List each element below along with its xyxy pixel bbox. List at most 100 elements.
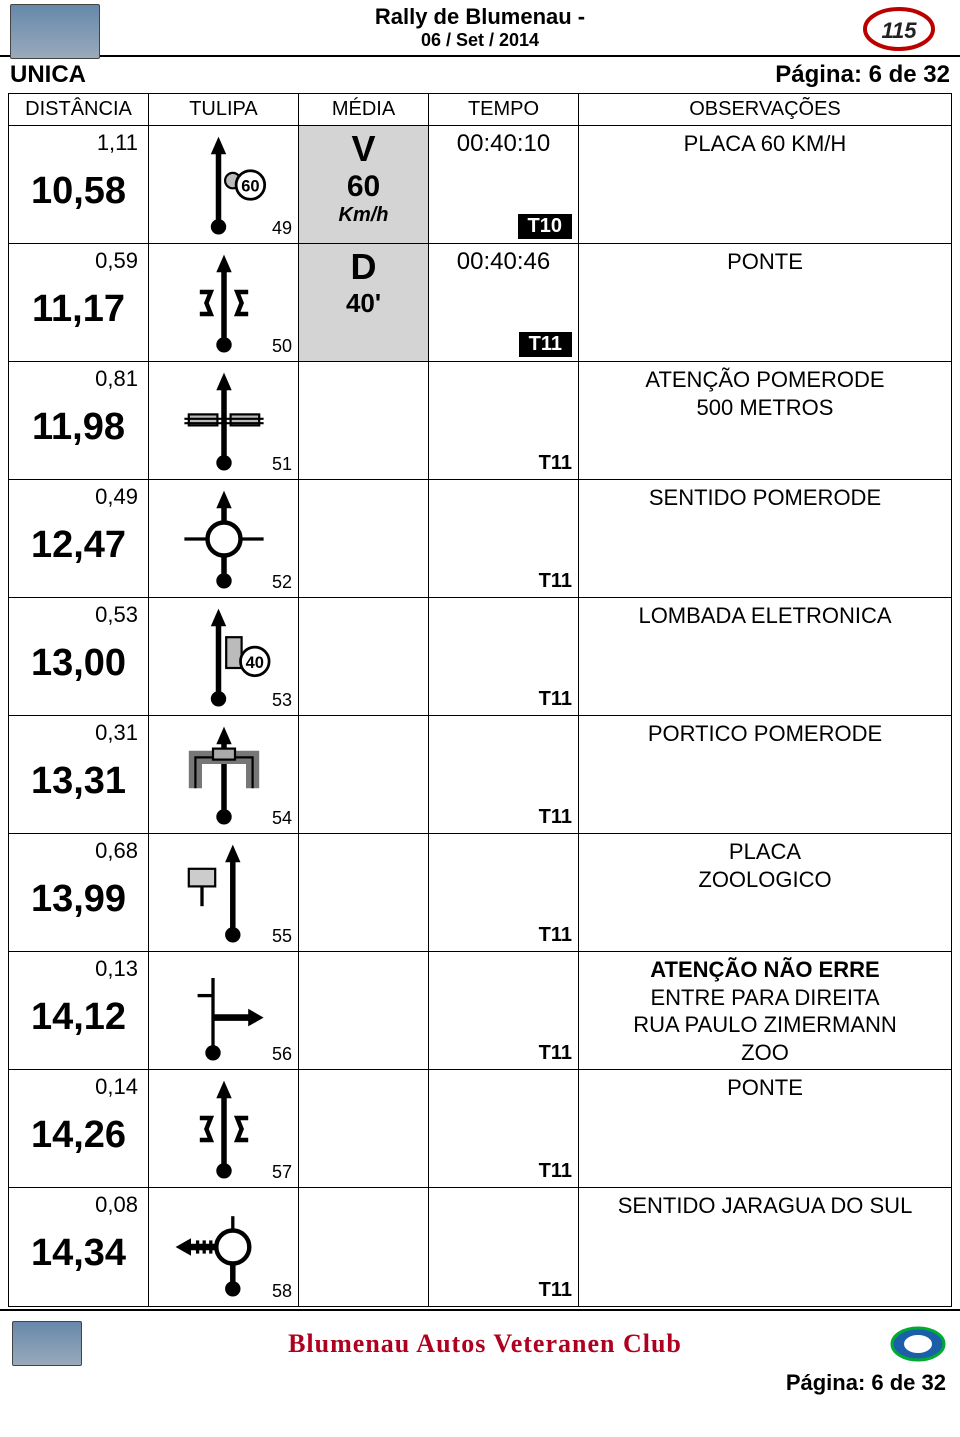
tempo-tag: T11 [539,1279,572,1302]
media-cell [299,1070,429,1187]
tulipa-cell: 60 49 [149,126,299,243]
tulipa-number: 56 [272,1044,292,1065]
dist-total: 12,47 [9,510,148,567]
tulipa-cell: 56 [149,952,299,1069]
page-indicator-top: Página: 6 de 32 [775,61,950,89]
obs-cell: LOMBADA ELETRONICA [579,598,951,715]
media-unit: Km/h [299,204,428,231]
tempo-cell: T11 [429,480,579,597]
table-row: 0,31 13,31 54 T11 PORTICO POMERODE [9,716,951,834]
obs-cell: PONTE [579,244,951,361]
tempo-tag: T11 [539,1042,572,1065]
rule-bottom [0,1309,960,1311]
tulipa-number: 54 [272,808,292,829]
table-row: 0,49 12,47 52T11SENTIDO POMERODE [9,480,951,598]
media-cell [299,952,429,1069]
svg-text:40: 40 [245,654,263,672]
dist-cell: 0,59 11,17 [9,244,149,361]
category-label: UNICA [10,61,86,89]
dist-cell: 1,11 10,58 [9,126,149,243]
tempo-tag: T11 [519,332,572,357]
dist-partial: 0,13 [9,952,148,982]
dist-total: 14,12 [9,982,148,1039]
tempo-tag: T10 [518,214,572,239]
dist-total: 14,34 [9,1218,148,1275]
tulipa-number: 52 [272,572,292,593]
topline: UNICA Página: 6 de 32 [0,59,960,93]
col-dist: DISTÂNCIA [9,94,149,125]
media-cell: V60Km/h [299,126,429,243]
col-media: MÉDIA [299,94,429,125]
obs-cell: PORTICO POMERODE [579,716,951,833]
obs-line: 500 METROS [579,394,951,422]
event-date: 06 / Set / 2014 [0,30,960,51]
media-cell [299,480,429,597]
obs-line: LOMBADA ELETRONICA [579,602,951,630]
tulipa-number: 51 [272,454,292,475]
obs-line: ATENÇÃO POMERODE [579,366,951,394]
event-title: Rally de Blumenau - [0,4,960,30]
dist-cell: 0,53 13,00 [9,598,149,715]
tempo-tag: T11 [539,570,572,593]
obs-line: ATENÇÃO NÃO ERRE [579,956,951,984]
table-row: 0,59 11,17 50 D40'00:40:46T11PONTE [9,244,951,362]
col-obs: OBSERVAÇÕES [579,94,951,125]
tulipa-cell: 55 [149,834,299,951]
tempo-cell: 00:40:46T11 [429,244,579,361]
rule-top [0,55,960,57]
table-row: 1,11 10,58 60 49V60Km/h00:40:10T10PLACA … [9,126,951,244]
dist-partial: 0,53 [9,598,148,628]
table-row: 0,81 11,98 51 T11 ATENÇÃO POMERODE500 METR… [9,362,951,480]
media-value: 60 [299,170,428,204]
club-logo-left [10,4,100,59]
obs-line: SENTIDO POMERODE [579,484,951,512]
media-letter: V [299,126,428,170]
dist-partial: 0,81 [9,362,148,392]
tulipa-cell: 54 [149,716,299,833]
dist-partial: 0,14 [9,1070,148,1100]
tulipa-number: 55 [272,926,292,947]
obs-line: ZOOLOGICO [579,866,951,894]
obs-cell: PLACAZOOLOGICO [579,834,951,951]
obs-line: PONTE [579,1074,951,1102]
page: Rally de Blumenau - 06 / Set / 2014 115 … [0,0,960,1402]
obs-line: RUA PAULO ZIMERMANN [579,1011,951,1039]
tulipa-number: 58 [272,1281,292,1302]
col-tempo: TEMPO [429,94,579,125]
dist-cell: 0,14 14,26 [9,1070,149,1187]
club-logo-footer [12,1321,82,1366]
club-name: Blumenau Autos Veteranen Club [82,1329,888,1359]
dist-total: 13,31 [9,746,148,803]
media-cell [299,1188,429,1306]
obs-line: ZOO [579,1039,951,1067]
tempo-time: 00:40:10 [429,126,578,158]
dist-partial: 0,31 [9,716,148,746]
tempo-tag: T11 [539,452,572,475]
tempo-tag: T11 [539,806,572,829]
obs-line: PONTE [579,248,951,276]
dist-cell: 0,68 13,99 [9,834,149,951]
table-row: 0,08 14,34 58T11SENTIDO JARAGUA DO SUL [9,1188,951,1306]
tempo-tag: T11 [539,924,572,947]
header: Rally de Blumenau - 06 / Set / 2014 115 [0,0,960,53]
col-tulipa: TULIPA [149,94,299,125]
obs-line: SENTIDO JARAGUA DO SUL [579,1192,951,1220]
dist-total: 14,26 [9,1100,148,1157]
obs-cell: PONTE [579,1070,951,1187]
table-header: DISTÂNCIA TULIPA MÉDIA TEMPO OBSERVAÇÕES [9,94,951,126]
dist-total: 11,17 [9,274,148,331]
tulipa-cell: 50 [149,244,299,361]
tempo-tag: T11 [539,688,572,711]
dist-cell: 0,13 14,12 [9,952,149,1069]
tulipa-number: 50 [272,336,292,357]
media-cell [299,716,429,833]
dist-total: 11,98 [9,392,148,449]
svg-text:115: 115 [881,18,917,43]
tempo-tag: T11 [539,1160,572,1183]
media-cell [299,834,429,951]
media-sub: 40' [299,288,428,319]
tulipa-cell: 57 [149,1070,299,1187]
obs-line: PLACA [579,838,951,866]
media-cell: D40' [299,244,429,361]
tempo-cell: T11 [429,598,579,715]
